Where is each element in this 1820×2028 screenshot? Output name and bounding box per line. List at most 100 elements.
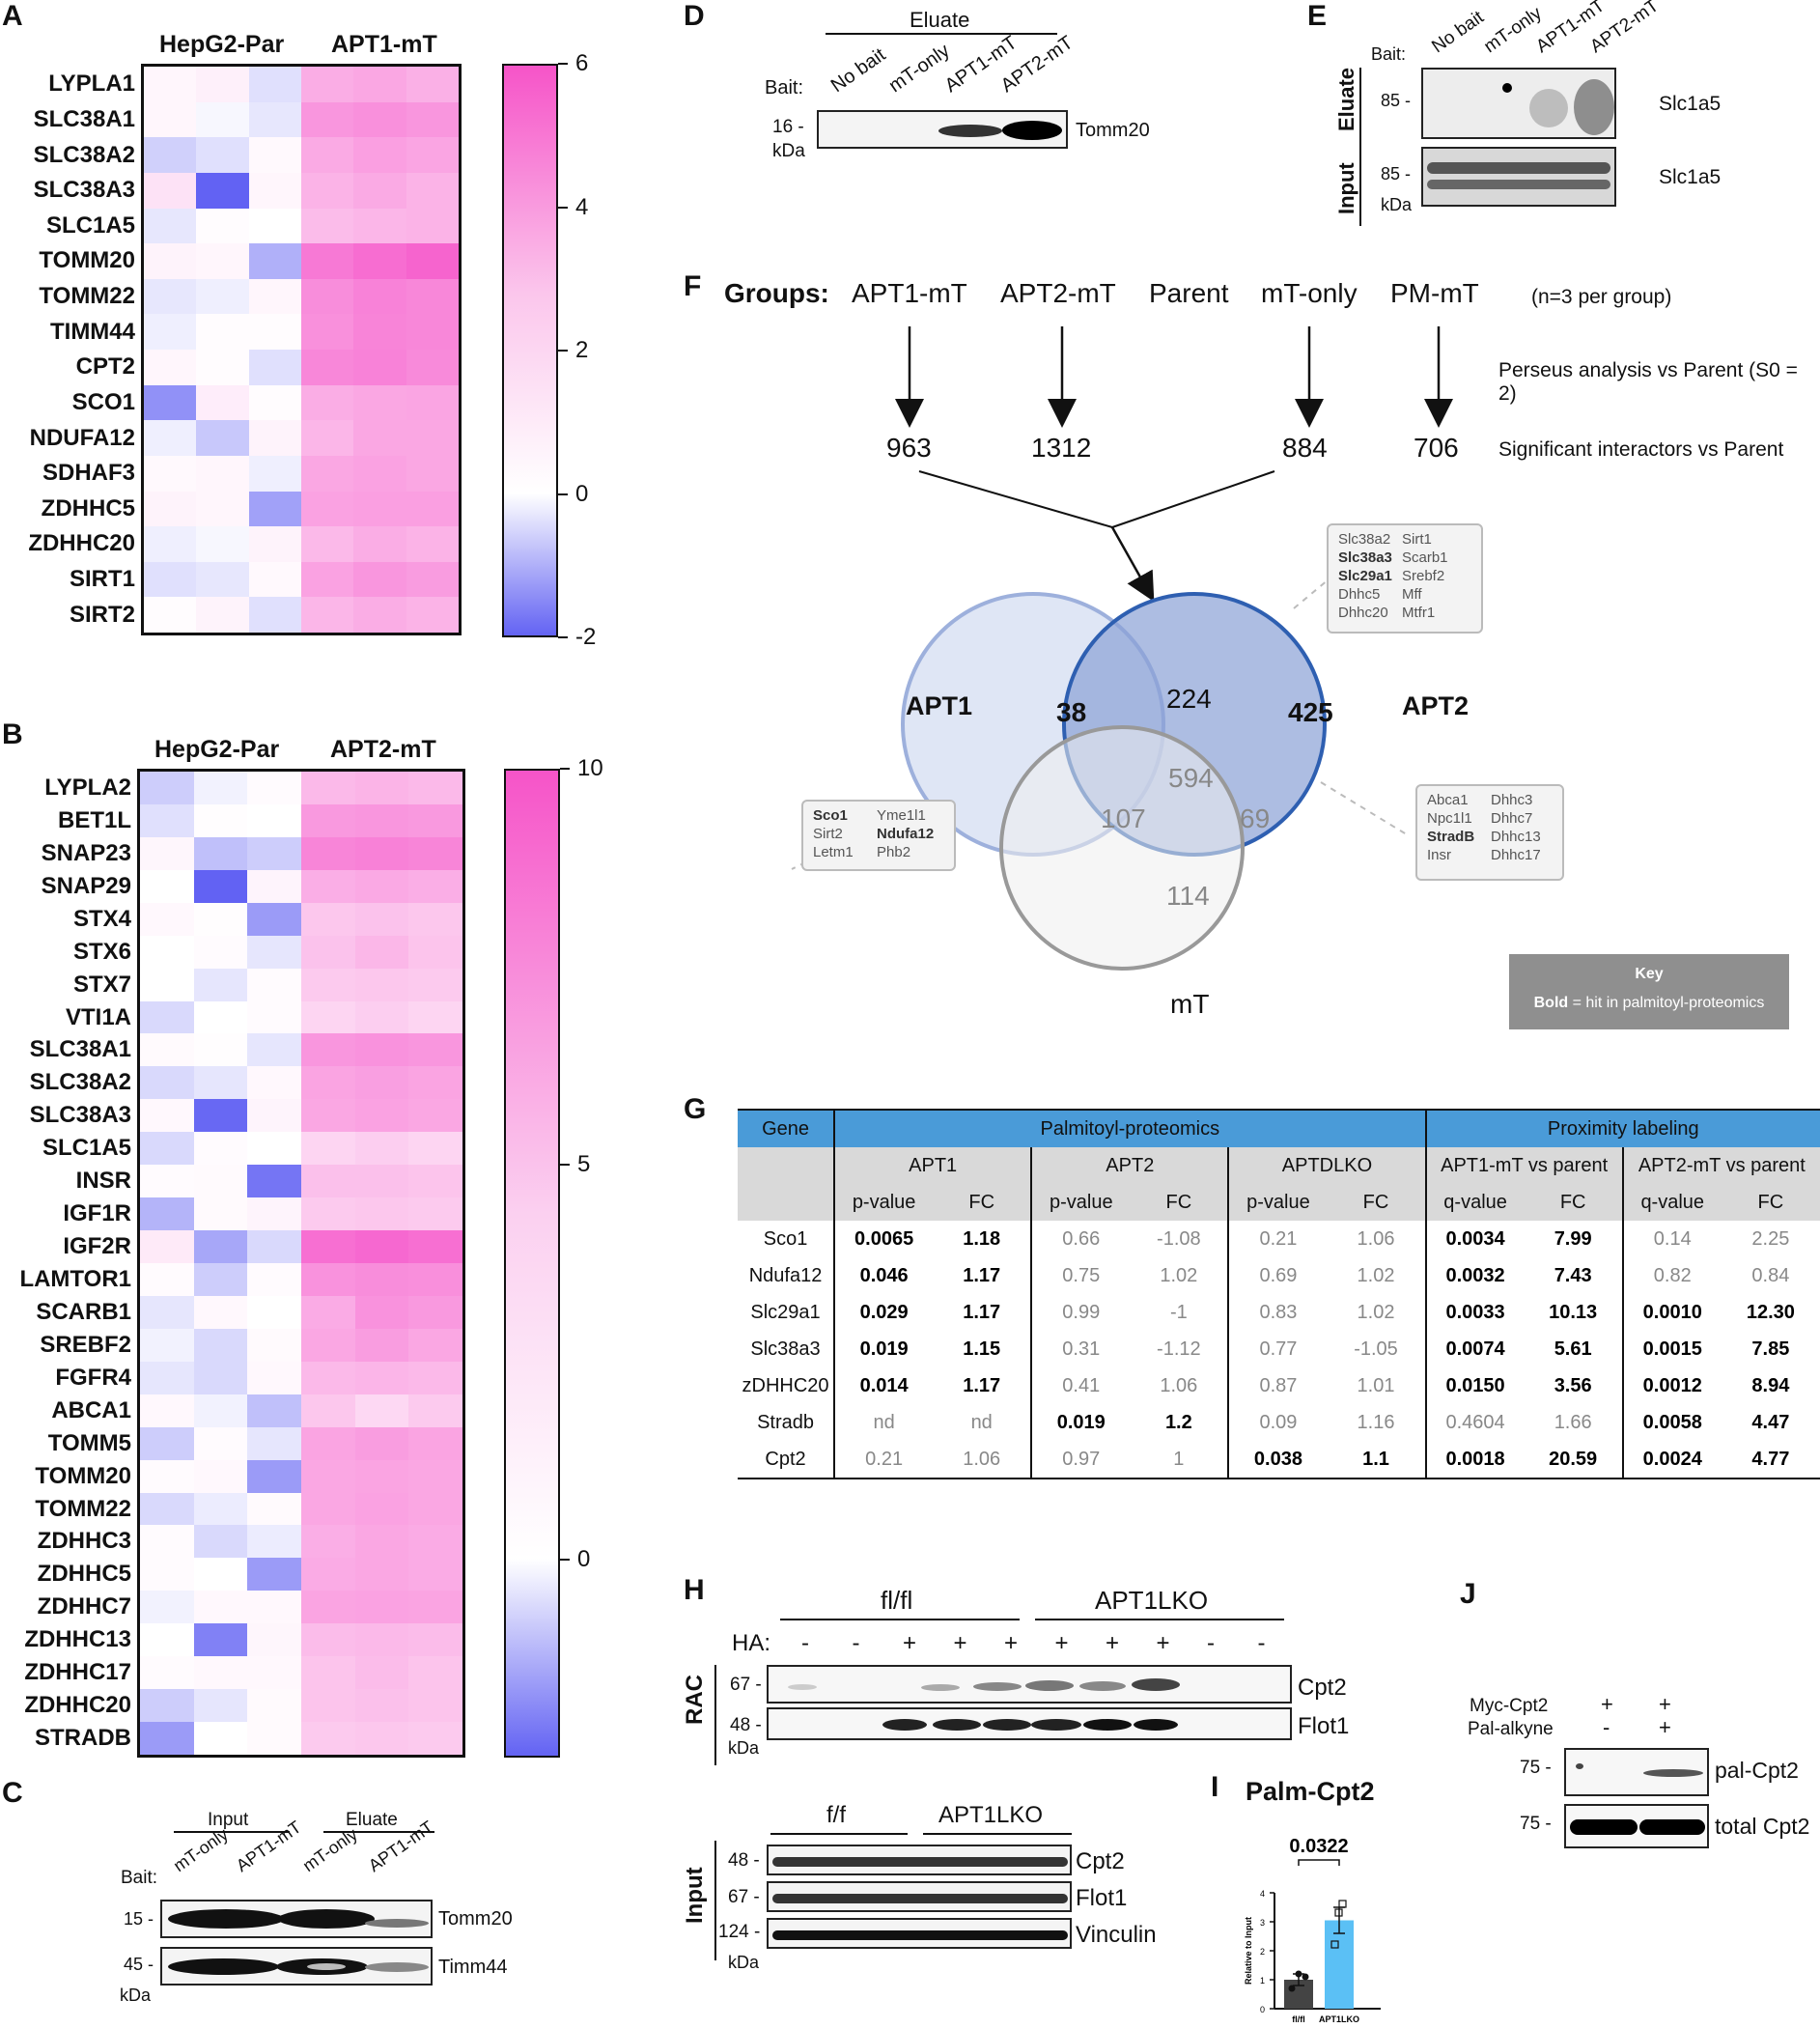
panel-h-letter: H [684,1574,705,1606]
panel-a-heatmap-cell [144,67,197,103]
venn-apt2-gene: Dhhc3 [1491,792,1533,808]
panel-d-bait-label: Bait: [765,77,804,99]
panel-b-gene-label: IGF1R [63,1200,131,1227]
panel-b-heatmap-cell [354,1656,409,1690]
panel-b-heatmap-cell [408,1361,462,1395]
panel-b-heatmap-cell [354,1558,409,1591]
panel-b-heatmap-cell [140,1394,195,1428]
panel-b-gene-label: TOMM22 [35,1495,131,1522]
venn-label-apt2: APT2 [1402,691,1470,720]
panel-h-input-mw-1: 48 - [728,1850,760,1871]
panel-b-colorbar-tick-label: 5 [577,1150,591,1177]
panel-i-chart: 0 1 2 3 4 Relative to Input fl/fl APT1LKO 0.0322 [1244,1836,1381,2024]
panel-h-ha-label: HA: [732,1630,771,1656]
panel-a-heatmap-cell [248,491,302,527]
venn-key-bold: Bold [1533,995,1569,1011]
panel-a-heatmap-cell [353,597,407,633]
table-cell: 1.16 [1327,1404,1427,1441]
table-gene-cell: Cpt2 [738,1441,836,1479]
panel-a-heatmap-cell [144,243,197,280]
panel-b-heatmap-cell [247,869,302,904]
panel-h-ha-sign: - [801,1630,809,1656]
table-cell: 5.61 [1524,1331,1624,1367]
table-cell: 1.02 [1130,1257,1230,1294]
panel-b-heatmap-cell [247,1263,302,1297]
panel-h-rac-protein-1: Cpt2 [1298,1675,1347,1701]
panel-h-unit: kDa [728,1738,760,1758]
panel-a-heatmap-cell [406,278,459,315]
panel-f-count-2: 1312 [1031,433,1092,463]
panel-a-heatmap-cell [406,561,459,598]
table-column-header: FC [1757,1191,1784,1213]
panel-b-heatmap-cell [301,1099,356,1133]
panel-b-heatmap-cell [408,1623,462,1657]
panel-b-heatmap-cell [354,1459,409,1494]
panel-b-heatmap-cell [140,1295,195,1330]
venn-apt2-mt: 69 [1240,803,1271,833]
panel-f-diagram [791,326,1453,971]
panel-b-heatmap-cell [408,935,462,970]
panel-b-heatmap-cell [247,902,302,937]
panel-b-heatmap-cell [247,1525,302,1559]
panel-a-gene-label: TIMM44 [49,318,135,345]
table-cell: 20.59 [1524,1441,1624,1479]
table-header-gene: Gene [738,1110,836,1147]
venn-apt1-gene: Yme1l1 [877,807,926,824]
venn-key-text: = hit in palmitoyl-proteomics [1568,995,1765,1011]
panel-h-rac-mw-2: 48 - [730,1715,762,1735]
venn-shared-gene-box: Slc38a2 Sirt1 Slc38a3 Scarb1 Slc29a1 Srebf2 Dh… [1327,523,1483,634]
panel-b-heatmap-cell [193,1230,248,1264]
panel-b-heatmap-cell [140,1722,195,1755]
panel-b-colorbar-tick [560,1559,570,1562]
panel-b-gene-label: SLC38A3 [29,1102,131,1129]
panel-e-bait-label: Bait: [1371,44,1407,64]
panel-b-heatmap-cell [140,1165,195,1198]
venn-apt1-gene: Sco1 [813,807,848,824]
panel-b-gene-label: BET1L [57,806,131,833]
panel-b-heatmap-cell [193,772,248,805]
panel-j-cond-1-b: + [1659,1692,1671,1716]
panel-a-heatmap-cell [144,278,197,315]
panel-b-gene-label: ZDHHC5 [37,1561,131,1588]
table-cell: 1.66 [1524,1404,1624,1441]
panel-g-table: Gene Palmitoyl-proteomics Proximity labe… [738,1109,1820,1479]
panel-b-heatmap-cell [301,1623,356,1657]
panel-b-heatmap-cell [408,1197,462,1231]
panel-b-gene-label: INSR [75,1168,131,1195]
table-cell: 0.0033 [1445,1301,1505,1323]
panel-b-heatmap-cell [247,803,302,838]
panel-a-heatmap-cell [248,208,302,244]
panel-b-heatmap-cell [354,1000,409,1034]
panel-h-ha-sign: - [1207,1630,1215,1656]
panel-b-gene-label: LYPLA2 [44,774,131,801]
table-cell: 0.21 [1259,1227,1298,1250]
panel-b-heatmap-cell [193,1361,248,1395]
table-gene-cell: Sco1 [738,1221,836,1257]
panel-b-heatmap-cell [193,1099,248,1133]
panel-e-mw-1: 85 - [1381,91,1412,110]
table-cell: -1.05 [1327,1331,1427,1367]
table-subheader: APTDLKO [1228,1147,1427,1184]
panel-c-bait-label: Bait: [121,1868,158,1888]
panel-b-gene-label: SNAP29 [41,872,131,899]
panel-b-heatmap-cell [408,1558,462,1591]
panel-b-heatmap-cell [301,902,356,937]
panel-f-count-4: 706 [1414,433,1459,463]
panel-a-heatmap-cell [353,67,407,103]
table-cell: 1.01 [1327,1367,1427,1404]
panel-a-heatmap-cell [196,243,250,280]
panel-b-heatmap-cell [140,902,195,937]
panel-b-heatmap-cell [193,1591,248,1624]
panel-a-heatmap-cell [406,420,459,457]
table-cell: 1.02 [1327,1257,1427,1294]
panel-a-heatmap-cell [353,314,407,351]
venn-key-title: Key [1635,966,1664,982]
panel-b-heatmap-cell [354,1394,409,1428]
panel-f-count-3: 884 [1282,433,1328,463]
panel-e-lane-1: No bait [1428,7,1488,58]
panel-b-heatmap-cell [140,1591,195,1624]
table-cell: 0.31 [1062,1338,1101,1360]
panel-d-unit: kDa [772,141,805,161]
panel-a-heatmap-cell [196,455,250,492]
panel-a-heatmap-cell [301,278,354,315]
